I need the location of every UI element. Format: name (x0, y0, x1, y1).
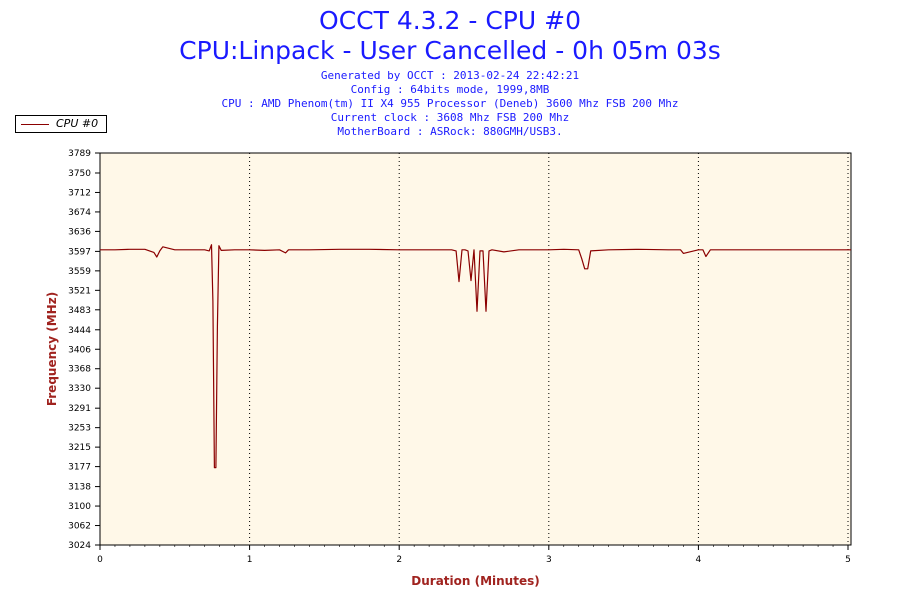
y-tick-label: 3024 (68, 541, 91, 551)
info-motherboard: MotherBoard : ASRock: 880GMH/USB3. (337, 125, 563, 138)
chart-legend: CPU #0 (15, 115, 107, 133)
y-tick-label: 3521 (68, 286, 91, 296)
info-cpu: CPU : AMD Phenom(tm) II X4 955 Processor… (221, 97, 679, 110)
y-tick-label: 3330 (68, 384, 91, 394)
y-tick-label: 3100 (68, 502, 91, 512)
x-tick-label: 5 (845, 555, 851, 565)
grid-lines (249, 153, 849, 545)
info-config: Config : 64bits mode, 1999,8MB (350, 83, 550, 96)
x-tick-label: 1 (247, 555, 253, 565)
series-line-cpu0 (100, 244, 851, 469)
y-tick-label: 3138 (68, 483, 91, 493)
y-tick-label: 3712 (68, 188, 91, 198)
y-tick-label: 3789 (68, 149, 91, 159)
x-axis-title: Duration (Minutes) (411, 574, 539, 588)
y-tick-label: 3177 (68, 463, 91, 473)
y-tick-label: 3483 (68, 306, 91, 316)
y-tick-label: 3750 (68, 169, 91, 179)
y-tick-label: 3368 (68, 365, 91, 375)
legend-label-cpu0: CPU #0 (56, 117, 99, 130)
tick-labels: 0 1 2 3 4 5 3789 3750 3712 3674 3636 3597 3559 3521 34… (68, 149, 851, 565)
x-tick-label: 3 (546, 555, 552, 565)
y-tick-label: 3062 (68, 522, 91, 532)
y-tick-label: 3444 (68, 326, 91, 336)
y-tick-label: 3291 (68, 404, 91, 414)
y-tick-label: 3636 (68, 227, 91, 237)
x-tick-label: 4 (696, 555, 702, 565)
x-tick-label: 0 (97, 555, 103, 565)
y-tick-label: 3406 (68, 345, 91, 355)
info-generated: Generated by OCCT : 2013-02-24 22:42:21 (320, 69, 580, 82)
axes (95, 152, 849, 550)
chart-subtitle: CPU:Linpack - User Cancelled - 0h 05m 03… (179, 36, 721, 65)
y-tick-label: 3674 (68, 208, 91, 218)
y-tick-label: 3559 (68, 267, 91, 277)
info-current-clock: Current clock : 3608 Mhz FSB 200 Mhz (330, 111, 570, 124)
x-tick-label: 2 (396, 555, 402, 565)
y-tick-label: 3215 (68, 443, 91, 453)
series-layer (100, 244, 851, 469)
y-tick-label: 3597 (68, 247, 91, 257)
y-tick-label: 3253 (68, 424, 91, 434)
legend-swatch-cpu0 (21, 124, 49, 125)
chart-title: OCCT 4.3.2 - CPU #0 (319, 6, 581, 35)
plot-area (99, 152, 852, 546)
y-axis-title: Frequency (MHz) (45, 292, 59, 406)
